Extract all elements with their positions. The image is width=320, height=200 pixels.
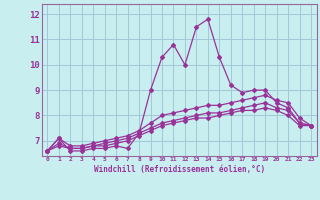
- X-axis label: Windchill (Refroidissement éolien,°C): Windchill (Refroidissement éolien,°C): [94, 165, 265, 174]
